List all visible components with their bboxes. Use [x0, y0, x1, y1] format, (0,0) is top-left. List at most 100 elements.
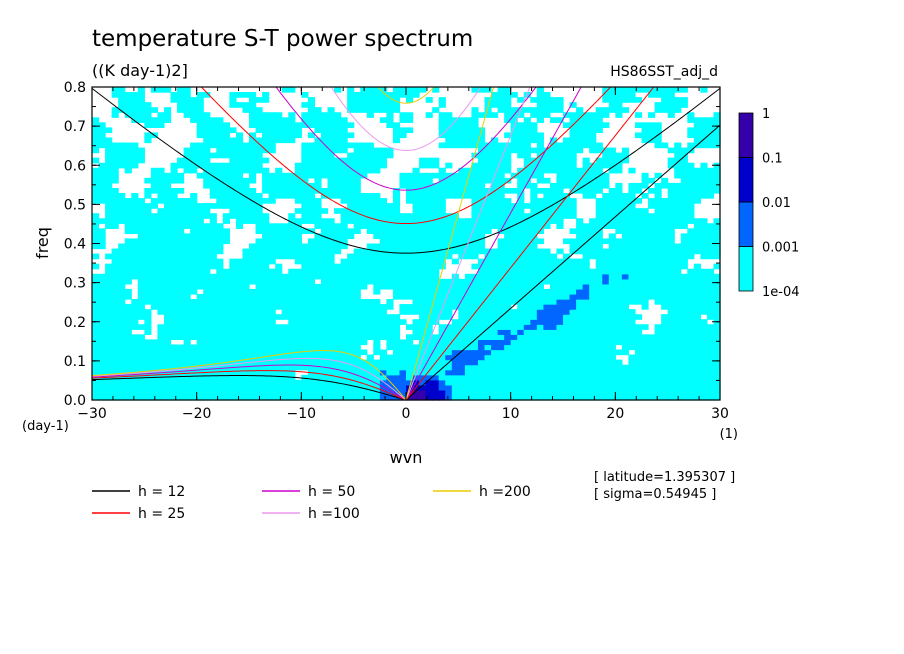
power-cell: [399, 233, 407, 240]
power-cell: [334, 208, 342, 214]
power-cell: [654, 127, 662, 134]
power-cell: [628, 253, 636, 260]
power-cell: [314, 299, 322, 305]
power-cell: [262, 339, 270, 346]
power-cell: [549, 117, 558, 123]
x-unit-label: (1): [720, 427, 738, 442]
power-cell: [334, 394, 342, 401]
power-cell: [124, 167, 132, 174]
power-cell: [602, 324, 610, 330]
power-cell: [621, 379, 630, 386]
power-cell: [235, 258, 244, 265]
power-cell: [438, 384, 446, 391]
power-cell: [549, 394, 558, 401]
power-cell: [222, 218, 230, 224]
power-cell: [445, 253, 453, 260]
power-cell: [523, 117, 531, 123]
power-cell: [301, 288, 309, 295]
power-cell: [105, 263, 113, 270]
power-cell: [543, 369, 551, 376]
power-cell: [406, 374, 414, 381]
power-cell: [595, 177, 603, 184]
power-cell: [262, 364, 270, 371]
power-cell: [353, 283, 361, 290]
power-cell: [517, 97, 525, 103]
power-cell: [366, 334, 374, 341]
power-cell: [641, 268, 649, 275]
power-cell: [556, 334, 564, 341]
power-cell: [157, 288, 165, 295]
power-cell: [543, 258, 551, 265]
power-cell: [523, 233, 531, 240]
power-cell: [144, 359, 152, 366]
power-cell: [137, 278, 145, 285]
power-cell: [510, 314, 518, 320]
power-cell: [504, 278, 512, 285]
power-cell: [484, 288, 492, 295]
power-cell: [674, 339, 682, 346]
power-cell: [373, 228, 381, 234]
power-cell: [661, 339, 669, 346]
y-tick-label: 0.6: [64, 158, 86, 174]
power-cell: [654, 258, 662, 265]
power-cell: [700, 334, 708, 341]
power-cell: [641, 208, 649, 214]
power-cell: [667, 314, 675, 320]
power-cell: [419, 172, 427, 179]
power-cell: [203, 132, 211, 139]
power-cell: [183, 273, 191, 280]
power-cell: [680, 87, 688, 93]
power-cell: [530, 374, 538, 381]
power-cell: [360, 329, 368, 335]
power-cell: [170, 203, 178, 209]
power-cell: [536, 374, 544, 381]
power-cell: [131, 203, 139, 209]
power-cell: [569, 359, 577, 366]
power-cell: [392, 359, 401, 366]
power-cell: [190, 208, 198, 214]
power-cell: [177, 389, 185, 396]
power-cell: [464, 233, 473, 240]
power-cell: [412, 233, 420, 240]
power-cell: [327, 172, 335, 179]
power-cell: [334, 349, 342, 356]
power-cell: [249, 117, 257, 123]
power-cell: [229, 208, 237, 214]
power-cell: [386, 243, 394, 250]
power-cell: [628, 203, 636, 209]
power-cell: [111, 107, 119, 113]
power-cell: [419, 394, 427, 401]
power-cell: [602, 162, 610, 169]
power-cell: [262, 359, 270, 366]
power-cell: [170, 329, 178, 335]
power-cell: [294, 288, 302, 295]
power-cell: [569, 147, 577, 154]
power-cell: [621, 349, 630, 356]
power-cell: [582, 359, 590, 366]
power-cell: [713, 127, 721, 134]
power-cell: [530, 369, 538, 376]
power-cell: [543, 329, 551, 335]
power-cell: [419, 198, 427, 204]
power-cell: [131, 263, 139, 270]
power-cell: [432, 213, 440, 219]
power-cell: [582, 278, 590, 285]
power-cell: [386, 92, 394, 98]
power-cell: [111, 273, 119, 280]
power-cell: [504, 384, 512, 391]
power-cell: [275, 293, 283, 300]
power-cell: [373, 87, 381, 93]
power-cell: [680, 304, 688, 310]
power-cell: [209, 304, 217, 310]
power-cell: [216, 167, 224, 174]
power-cell: [399, 304, 407, 310]
power-cell: [602, 193, 610, 199]
power-cell: [137, 203, 145, 209]
power-cell: [451, 137, 459, 144]
power-cell: [229, 369, 237, 376]
power-cell: [523, 374, 531, 381]
power-cell: [183, 309, 191, 315]
power-cell: [504, 314, 512, 320]
power-cell: [268, 177, 276, 184]
